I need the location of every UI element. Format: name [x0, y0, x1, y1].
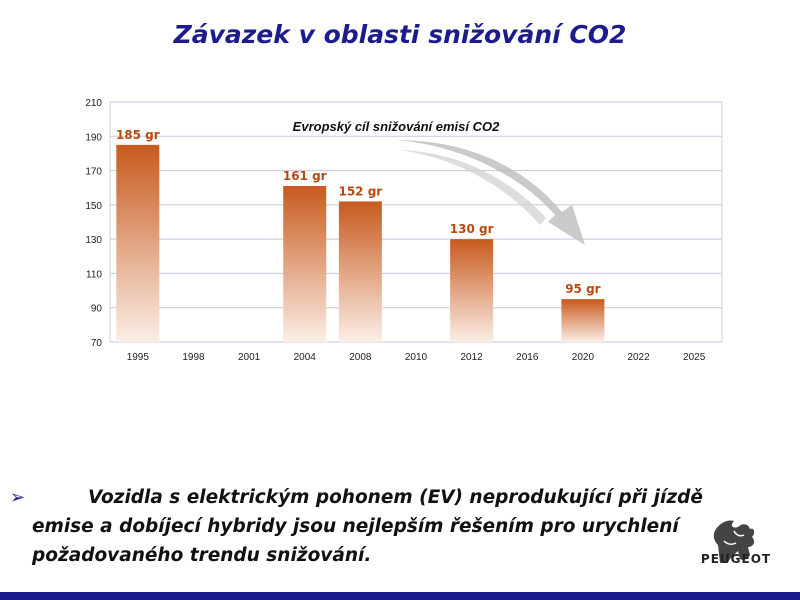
x-tick-label: 1998	[182, 352, 205, 363]
x-tick-label: 2010	[405, 352, 428, 363]
bar-2020	[561, 299, 605, 342]
data-label-2008: 152 gr	[338, 184, 382, 198]
bar-2008	[338, 201, 382, 342]
bars	[116, 144, 605, 342]
y-tick-label: 210	[85, 98, 102, 109]
bullet-line-3: požadovaného trendu snižování.	[32, 545, 372, 566]
bar-1995	[116, 144, 160, 342]
y-tick-label: 70	[91, 338, 103, 349]
y-tick-label: 190	[85, 132, 102, 143]
data-label-1995: 185 gr	[116, 128, 160, 142]
bullet-arrow-icon: ➢	[10, 487, 26, 508]
x-tick-label: 2016	[516, 352, 539, 363]
x-tick-label: 2020	[572, 352, 595, 363]
data-label-2004: 161 gr	[283, 169, 327, 183]
x-axis-ticks: 1995 1998 2001 2004 2008 2010 2012 2016 2020 2022…	[127, 352, 706, 363]
peugeot-logo-text: PEUGEOT	[700, 552, 772, 566]
bar-2012	[450, 239, 494, 342]
bottom-bar	[0, 592, 800, 600]
x-tick-label: 2008	[349, 352, 372, 363]
y-tick-label: 170	[85, 167, 102, 178]
x-tick-label: 2012	[461, 352, 484, 363]
plot-area	[109, 101, 723, 343]
bullet-line-1: Vozidla s elektrickým pohonem (EV) nepro…	[88, 487, 703, 508]
data-labels: 185 gr 161 gr 152 gr 130 gr 95 gr	[116, 128, 601, 296]
x-tick-label: 2022	[627, 352, 650, 363]
y-tick-label: 150	[85, 201, 102, 212]
y-tick-label: 110	[86, 269, 102, 280]
x-tick-label: 2001	[238, 352, 261, 363]
trend-arrow-icon	[395, 140, 585, 245]
x-tick-label: 2004	[294, 352, 317, 363]
y-axis-ticks: 70 90 110 130 150 170 190 210	[85, 98, 102, 349]
bullet-line-2: emise a dobíjecí hybridy jsou nejlepším …	[32, 516, 679, 537]
y-tick-label: 90	[91, 304, 103, 315]
slide-title: Závazek v oblasti snižování CO2	[173, 20, 627, 49]
y-tick-label: 130	[85, 235, 102, 246]
chart-title: Evropský cíl snižování emisí CO2	[293, 119, 500, 134]
bar-2004	[283, 186, 327, 342]
data-label-2012: 130 gr	[450, 222, 494, 236]
x-tick-label: 1995	[127, 352, 150, 363]
peugeot-lion-icon	[713, 520, 755, 563]
grid-lines	[110, 101, 722, 343]
x-tick-label: 2025	[683, 352, 706, 363]
data-label-2020: 95 gr	[565, 282, 600, 296]
